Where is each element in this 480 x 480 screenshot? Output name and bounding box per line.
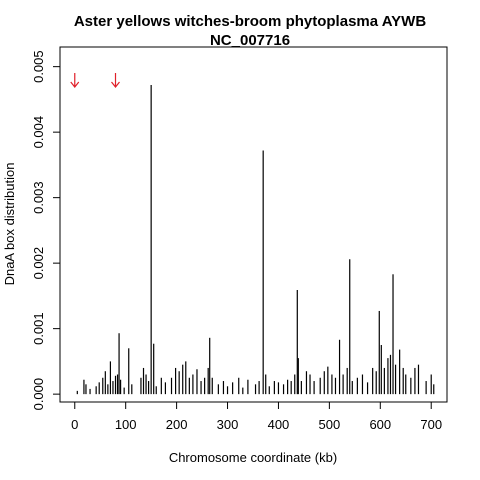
x-tick-label: 700 [420,417,442,432]
y-tick-label: 0.005 [31,50,46,83]
y-tick-label: 0.001 [31,312,46,345]
y-tick-label: 0.004 [31,116,46,149]
plot-frame [59,46,448,403]
x-tick-label: 400 [268,417,290,432]
x-tick-label: 300 [217,417,239,432]
arrow [111,73,120,88]
y-axis-label: DnaA box distribution [2,163,17,286]
y-tick-label: 0.003 [31,181,46,214]
x-tick-label: 600 [369,417,391,432]
x-axis-label: Chromosome coordinate (kb) [169,450,337,465]
x-tick-label: 100 [115,417,137,432]
y-tick-label: 0.002 [31,247,46,280]
y-tick-label: 0.000 [31,378,46,411]
chart-subtitle: NC_007716 [210,32,290,49]
x-tick-label: 0 [71,417,78,432]
chart-title: Aster yellows witches-broom phytoplasma … [74,13,426,30]
x-tick-label: 500 [319,417,341,432]
arrow [70,73,80,88]
x-tick-label: 200 [166,417,188,432]
